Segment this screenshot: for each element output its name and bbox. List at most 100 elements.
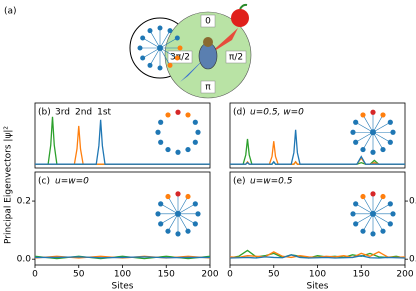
inset-edge [149, 47, 161, 66]
inset-edge [160, 213, 179, 225]
inset-node [175, 109, 181, 115]
series-line [230, 141, 405, 165]
plot-frame [229, 102, 406, 169]
inset-node [353, 221, 359, 227]
inset-node [158, 139, 164, 145]
x-tick-label: 50 [73, 270, 85, 280]
inset-node [370, 231, 376, 237]
inset-node [165, 146, 171, 153]
y-tick-label: 0.2 [409, 197, 416, 207]
inset-node [165, 193, 171, 200]
inset-node [370, 191, 376, 197]
inset-node [158, 119, 164, 125]
panel-label: (b) [38, 108, 51, 118]
inset-node [380, 193, 386, 200]
inset-node [370, 109, 376, 115]
inset-edge [159, 37, 178, 49]
x-tick-label: 0 [227, 270, 233, 280]
inset-node [192, 201, 198, 207]
x-tick-label: 0 [32, 270, 38, 280]
inset-node [175, 191, 181, 197]
inset-node [157, 25, 163, 31]
inset-edge [355, 213, 374, 225]
apple-leaf [239, 3, 248, 10]
inset-node [155, 129, 161, 135]
inset-edge [362, 213, 374, 232]
angle-label: 3π/2 [170, 53, 190, 63]
inset-edge [149, 30, 161, 49]
inset-edge [355, 131, 374, 143]
inset-edge [372, 196, 384, 215]
inset-edge [372, 114, 384, 133]
angle-box [200, 80, 216, 94]
inset-node [155, 211, 161, 217]
inset-edge [372, 213, 384, 232]
inset-edge [362, 114, 374, 133]
inset-node [147, 28, 153, 34]
inset-edge [142, 47, 161, 59]
inset-edge [372, 203, 391, 215]
inset-node [165, 112, 171, 118]
x-tick-label: 50 [268, 270, 280, 280]
angle-label: π [205, 83, 211, 93]
inset-node [387, 119, 393, 125]
inset-node [370, 210, 376, 217]
inset-edge [159, 47, 171, 66]
inset-node [158, 221, 164, 227]
series-line [230, 129, 405, 165]
inset-node [192, 139, 198, 145]
angle-label: π/2 [229, 53, 243, 63]
inset-node [370, 149, 376, 155]
inset-node [353, 201, 359, 207]
legend-entry: 2nd [75, 108, 92, 118]
inset-edge [177, 196, 189, 215]
panel-label: (c) [38, 177, 50, 187]
inset-node [390, 211, 396, 217]
series-line [229, 254, 406, 259]
inset-edge [159, 30, 171, 49]
inset-node [185, 112, 191, 118]
angle-box [200, 14, 216, 28]
series-line [35, 125, 210, 165]
inset-node [360, 146, 366, 153]
inset-edge [372, 131, 391, 143]
inset-node [158, 201, 164, 207]
inset-node [174, 35, 180, 41]
inset-node [387, 201, 393, 207]
inset-node [140, 35, 146, 41]
inset-edge [362, 196, 374, 215]
x-tick-label: 150 [158, 270, 175, 280]
inset-node [195, 211, 201, 217]
y-tick-label: 0.0 [17, 255, 32, 265]
inset-edge [372, 121, 391, 133]
inset-edge [142, 37, 161, 49]
inset-edge [177, 203, 196, 215]
panel-label: (d) [233, 108, 246, 118]
inset-node [380, 228, 386, 234]
inset-node [167, 28, 173, 34]
series-line [35, 256, 210, 259]
inset-node [360, 112, 366, 118]
inset-node [195, 129, 201, 135]
series-line [35, 119, 210, 165]
annotation: u=0.5, w=0 [250, 108, 304, 118]
angle-box [225, 50, 247, 64]
plot-frame [34, 102, 211, 169]
series-line [35, 116, 210, 165]
legend-entry: 3rd [55, 108, 70, 118]
annotation: u=w=0.5 [250, 177, 293, 187]
inset-node [174, 55, 180, 61]
inset-node [157, 45, 163, 51]
inset-node [380, 112, 386, 118]
inset-node [185, 193, 191, 200]
inset-edge [355, 121, 374, 133]
inset-node [192, 221, 198, 227]
inset-node [175, 210, 181, 217]
x-axis-label: Sites [307, 282, 329, 291]
annotation: u=w=0 [55, 177, 89, 187]
inset-edge [160, 203, 179, 215]
panel-label: (a) [4, 7, 17, 17]
inset-node [350, 129, 356, 135]
inset-edge [177, 213, 196, 225]
